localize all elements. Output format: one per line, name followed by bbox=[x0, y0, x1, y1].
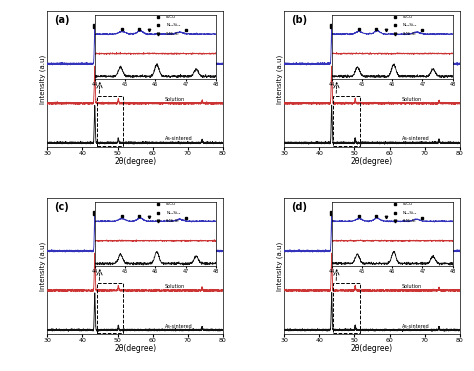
Y-axis label: Intensity (a.u): Intensity (a.u) bbox=[39, 54, 46, 104]
Text: Solution: Solution bbox=[402, 97, 422, 102]
Text: Solution: Solution bbox=[165, 284, 185, 289]
Text: (a): (a) bbox=[55, 15, 70, 25]
Y-axis label: Intensity (a.u): Intensity (a.u) bbox=[276, 242, 283, 291]
Text: As-sintered: As-sintered bbox=[402, 137, 429, 141]
Text: (d): (d) bbox=[292, 202, 307, 212]
X-axis label: 2θ(degree): 2θ(degree) bbox=[114, 157, 156, 166]
Bar bbox=[333, 283, 360, 333]
Text: As-sintered: As-sintered bbox=[165, 137, 193, 141]
Text: As-sintered: As-sintered bbox=[165, 324, 193, 329]
Text: Solution+Ageing: Solution+Ageing bbox=[165, 58, 206, 62]
Text: Solution+Ageing: Solution+Ageing bbox=[402, 244, 443, 250]
Y-axis label: Intensity (a.u): Intensity (a.u) bbox=[39, 242, 46, 291]
Bar bbox=[333, 96, 360, 146]
Text: (b): (b) bbox=[292, 15, 308, 25]
Text: Solution: Solution bbox=[165, 97, 185, 102]
X-axis label: 2θ(degree): 2θ(degree) bbox=[351, 157, 393, 166]
Text: Solution+Ageing: Solution+Ageing bbox=[402, 58, 443, 62]
Bar bbox=[97, 283, 123, 333]
Text: Solution: Solution bbox=[402, 284, 422, 289]
Text: As-sintered: As-sintered bbox=[402, 324, 429, 329]
Text: Solution+Ageing: Solution+Ageing bbox=[165, 244, 206, 250]
X-axis label: 2θ(degree): 2θ(degree) bbox=[114, 344, 156, 354]
Y-axis label: Intensity (a.u): Intensity (a.u) bbox=[276, 54, 283, 104]
Text: (c): (c) bbox=[55, 202, 69, 212]
X-axis label: 2θ(degree): 2θ(degree) bbox=[351, 344, 393, 354]
Bar bbox=[97, 96, 123, 146]
